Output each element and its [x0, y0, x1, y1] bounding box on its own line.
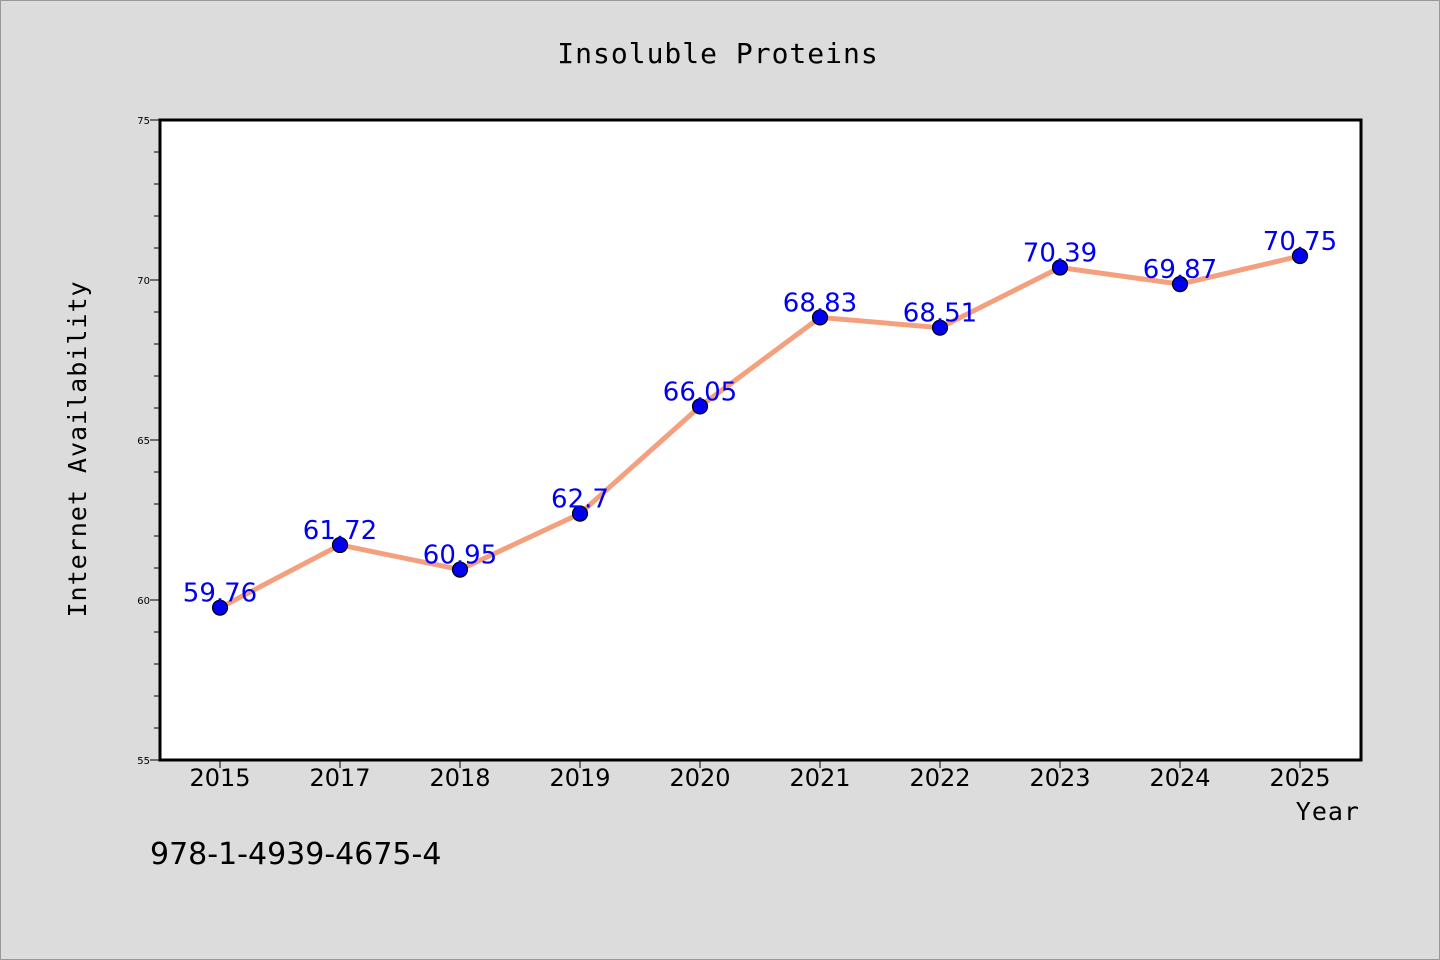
- x-tick-label: 2021: [789, 764, 850, 792]
- data-label: 60.95: [423, 541, 497, 571]
- x-tick-label: 2017: [309, 764, 370, 792]
- x-tick-label: 2015: [189, 764, 250, 792]
- data-label: 69.87: [1143, 255, 1217, 285]
- data-point: [1171, 276, 1189, 293]
- y-tick-label: 70: [137, 276, 150, 287]
- data-label: 70.39: [1023, 239, 1097, 269]
- plot-area: [160, 120, 1361, 760]
- data-label: 68.51: [903, 299, 977, 329]
- x-tick-label: 2018: [429, 764, 490, 792]
- data-label: 70.75: [1263, 227, 1337, 257]
- data-label: 61.72: [303, 516, 377, 546]
- x-tick-label: 2022: [909, 764, 970, 792]
- isbn-text: 978-1-4939-4675-4: [150, 837, 441, 872]
- data-label: 66.05: [663, 377, 737, 407]
- x-tick-label: 2020: [669, 764, 730, 792]
- x-tick-label: 2025: [1269, 764, 1330, 792]
- data-point: [691, 398, 709, 415]
- x-tick-label: 2024: [1149, 764, 1210, 792]
- y-tick-label: 65: [137, 436, 150, 447]
- data-point: [1291, 247, 1309, 265]
- data-point: [931, 319, 949, 336]
- data-label: 59.76: [183, 579, 257, 609]
- plot-frame: [158, 118, 1363, 762]
- x-axis-label: Year: [1296, 797, 1360, 826]
- data-point: [331, 536, 349, 554]
- data-point: [451, 561, 469, 578]
- data-label: 68.83: [783, 288, 857, 318]
- data-point: [1051, 259, 1069, 276]
- series-line: [217, 253, 1303, 611]
- data-labels: 59.76 61.72 60.95 62.7 66.05 68.83 68.51 70.39 6…: [183, 227, 1337, 609]
- y-tick-label: 60: [137, 596, 150, 607]
- x-tick-label: 2019: [549, 764, 610, 792]
- data-point: [211, 599, 229, 616]
- y-tick-label: 55: [137, 756, 150, 767]
- x-axis: 2015 2017 2018 2019 2020 2021 2022 2023 2024 2025: [189, 760, 1331, 792]
- data-label: 62.7: [551, 485, 609, 515]
- chart-title: Insoluble Proteins: [557, 37, 878, 70]
- data-point: [571, 505, 589, 522]
- y-tick-label: 75: [137, 116, 150, 127]
- x-tick-label: 2023: [1029, 764, 1090, 792]
- data-point: [811, 309, 829, 326]
- y-axis-label: Internet Availability: [63, 280, 92, 617]
- data-markers: [211, 247, 1309, 616]
